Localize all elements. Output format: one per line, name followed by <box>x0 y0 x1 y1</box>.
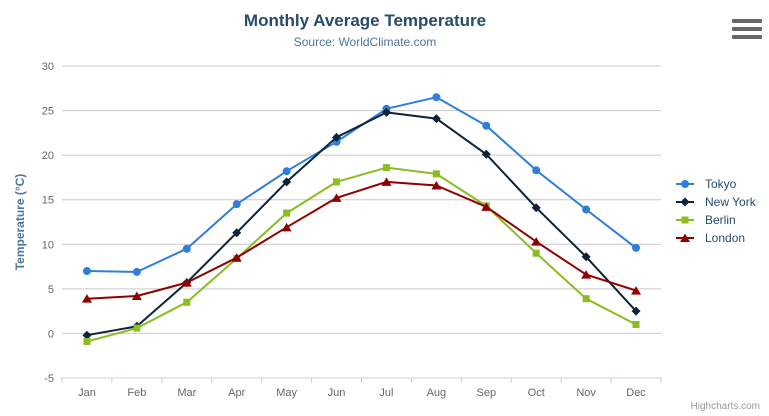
diamond-marker-icon <box>680 197 690 207</box>
triangle-marker-icon[interactable] <box>531 237 542 246</box>
triangle-marker-icon[interactable] <box>181 278 192 287</box>
square-marker-icon[interactable] <box>382 164 390 172</box>
diamond-marker-icon[interactable] <box>381 107 391 117</box>
legend-item-london[interactable]: London <box>676 231 756 245</box>
square-marker-icon[interactable] <box>133 324 141 332</box>
diamond-marker-icon[interactable] <box>332 132 342 142</box>
chart-subtitle: Source: WorldClimate.com <box>293 35 437 49</box>
square-marker-icon[interactable] <box>632 321 640 329</box>
y-axis-label: -5 <box>44 373 54 385</box>
highcharts-credit-link[interactable]: Highcharts.com <box>690 401 760 412</box>
legend-label: New York <box>705 195 756 209</box>
x-axis-label: Apr <box>228 387 245 399</box>
tokyo-legend-marker-icon <box>676 180 694 188</box>
square-marker-icon[interactable] <box>183 298 191 306</box>
circle-marker-icon[interactable] <box>132 267 141 276</box>
circle-marker-icon[interactable] <box>182 244 191 253</box>
circle-marker-icon[interactable] <box>232 200 241 209</box>
x-axis-label: Sep <box>477 387 497 399</box>
diamond-marker-icon[interactable] <box>431 114 441 124</box>
circle-marker-icon[interactable] <box>282 167 291 176</box>
square-marker-icon[interactable] <box>432 170 440 178</box>
diamond-marker-icon[interactable] <box>481 149 491 159</box>
y-axis-label: 0 <box>48 328 54 340</box>
square-marker-icon <box>681 216 689 224</box>
square-marker-icon[interactable] <box>582 295 590 303</box>
x-axis-label: Jan <box>78 387 96 399</box>
diamond-marker-icon[interactable] <box>282 177 292 187</box>
x-axis-label: Oct <box>528 387 545 399</box>
y-axis-label: 15 <box>42 195 54 207</box>
triangle-marker-icon[interactable] <box>431 180 442 190</box>
x-axis-label: Aug <box>427 387 447 399</box>
circle-marker-icon[interactable] <box>582 205 591 214</box>
triangle-marker-icon[interactable] <box>631 286 642 295</box>
series-london <box>81 177 642 303</box>
diamond-marker-icon[interactable] <box>82 330 92 340</box>
hamburger-icon <box>732 27 762 31</box>
legend-item-tokyo[interactable]: Tokyo <box>676 177 756 191</box>
circle-marker-icon[interactable] <box>632 243 641 252</box>
chart-legend: Tokyo New York Berlin London <box>676 177 756 245</box>
legend-label: London <box>705 231 746 245</box>
berlin-legend-marker-icon <box>676 216 694 224</box>
series-line-new-york <box>86 111 637 337</box>
x-axis-label: Jul <box>379 387 393 399</box>
square-marker-icon[interactable] <box>83 337 91 345</box>
series-line-london <box>86 180 637 300</box>
square-marker-icon[interactable] <box>333 178 341 186</box>
circle-marker-icon <box>681 180 689 188</box>
legend-item-berlin[interactable]: Berlin <box>676 213 756 227</box>
triangle-marker-icon[interactable] <box>131 291 142 300</box>
x-axis-label: Mar <box>177 387 196 399</box>
x-axis-label: Dec <box>626 387 646 399</box>
diamond-marker-icon[interactable] <box>581 252 591 262</box>
series-line-berlin <box>86 166 637 343</box>
new-york-legend-marker-icon <box>676 197 694 207</box>
london-legend-marker-icon <box>676 233 694 242</box>
square-marker-icon[interactable] <box>532 249 540 257</box>
triangle-marker-icon[interactable] <box>81 294 92 303</box>
circle-marker-icon[interactable] <box>482 121 491 130</box>
y-axis-label: 10 <box>42 239 54 251</box>
diamond-marker-icon[interactable] <box>631 306 641 316</box>
triangle-marker-icon[interactable] <box>481 202 492 211</box>
triangle-marker-icon[interactable] <box>231 253 242 262</box>
triangle-marker-icon[interactable] <box>331 193 342 202</box>
y-axis-title: Temperature (°C) <box>13 174 27 271</box>
triangle-marker-icon[interactable] <box>381 177 392 186</box>
diamond-marker-icon[interactable] <box>232 228 242 238</box>
x-axis-label: Jun <box>328 387 346 399</box>
y-axis-label: 5 <box>48 284 54 296</box>
x-axis-label: Nov <box>576 387 596 399</box>
y-axis-label: 30 <box>42 61 54 73</box>
x-axis-label: May <box>276 387 297 399</box>
triangle-marker-icon <box>680 233 690 242</box>
legend-item-new-york[interactable]: New York <box>676 195 756 209</box>
circle-marker-icon[interactable] <box>532 166 541 175</box>
series-tokyo <box>82 93 641 276</box>
hamburger-icon <box>732 19 762 23</box>
chart-title: Monthly Average Temperature <box>243 11 487 30</box>
circle-marker-icon[interactable] <box>82 267 91 276</box>
triangle-marker-icon[interactable] <box>281 222 292 232</box>
series-line-tokyo <box>86 96 637 273</box>
hamburger-icon <box>732 35 762 39</box>
chart-context-menu-button[interactable] <box>731 17 763 41</box>
x-axis-label: Feb <box>127 387 146 399</box>
y-axis-label: 20 <box>42 150 54 162</box>
circle-marker-icon[interactable] <box>432 93 441 102</box>
y-axis-label: 25 <box>42 106 54 118</box>
triangle-marker-icon[interactable] <box>581 270 592 279</box>
diamond-marker-icon[interactable] <box>531 203 541 213</box>
series-new-york <box>82 107 641 340</box>
legend-label: Berlin <box>705 213 736 227</box>
legend-label: Tokyo <box>705 177 737 191</box>
square-marker-icon[interactable] <box>283 209 291 217</box>
